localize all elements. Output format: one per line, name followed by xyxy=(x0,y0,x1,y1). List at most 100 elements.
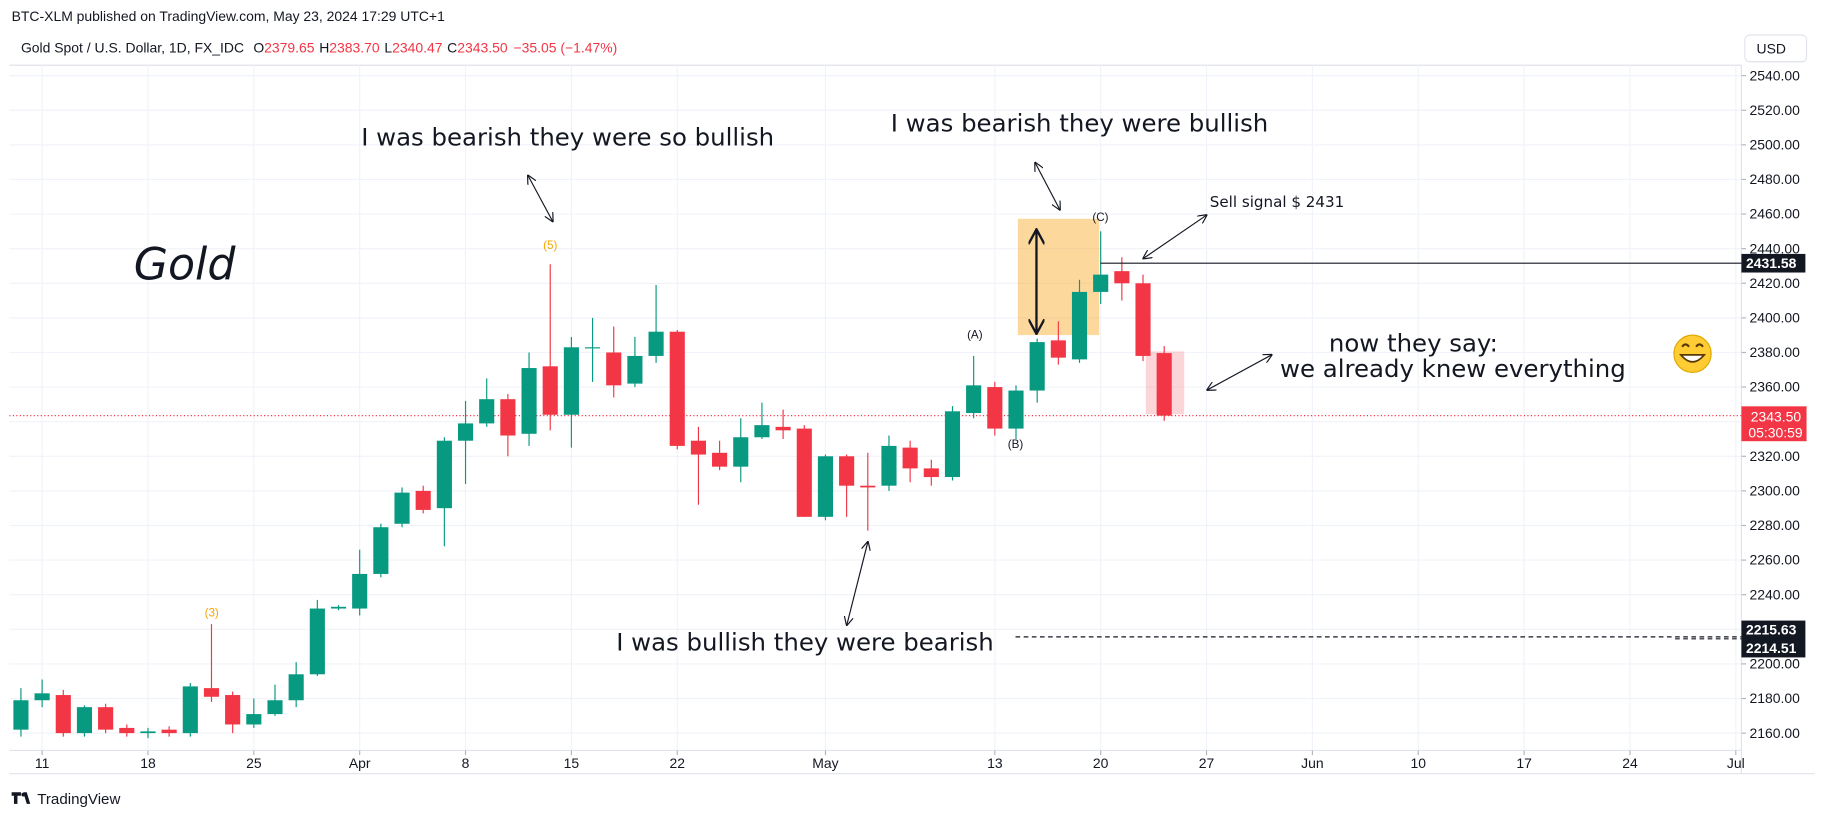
candle-body xyxy=(839,456,855,486)
annotation: now they say: xyxy=(1329,328,1498,357)
ohlc-value: 2340.47 xyxy=(392,39,443,55)
candle-body xyxy=(98,707,114,730)
x-tick-label: 11 xyxy=(35,755,50,771)
candle-body xyxy=(860,485,876,488)
candle-body xyxy=(457,423,474,441)
annotation: I was bullish they were bearish xyxy=(616,627,994,656)
candle-body xyxy=(944,411,961,478)
candle-body xyxy=(1050,340,1066,358)
arrow xyxy=(1207,355,1271,390)
ohlc-value: 2379.65 xyxy=(264,39,315,55)
y-tick-label: 2540.00 xyxy=(1750,67,1801,83)
currency[interactable]: USD xyxy=(1757,41,1786,57)
currency-button[interactable] xyxy=(1744,34,1808,63)
x-tick-label: 10 xyxy=(1410,755,1426,771)
x-tick-label: 8 xyxy=(462,755,470,771)
candle-body xyxy=(394,492,410,524)
candle-body xyxy=(648,331,664,356)
change: −35.05 (−1.47%) xyxy=(513,39,617,55)
x-tick-label: 20 xyxy=(1093,755,1109,771)
candle-body xyxy=(500,399,516,436)
candle-body xyxy=(542,366,558,415)
x-tick-label: 22 xyxy=(669,755,685,771)
brand: TradingView xyxy=(37,791,120,808)
candle-body xyxy=(415,490,431,510)
annotation: I was bearish they were so bullish xyxy=(361,123,774,152)
arrow xyxy=(847,542,868,625)
candle-body xyxy=(881,445,897,486)
candle-body xyxy=(352,573,368,609)
candle-body xyxy=(479,399,495,424)
last-price-box xyxy=(1741,406,1807,442)
candle-body xyxy=(817,456,834,517)
y-tick-label: 2480.00 xyxy=(1750,171,1801,187)
symbol: Gold Spot / U.S. Dollar, 1D, FX_IDC xyxy=(21,39,244,55)
candle-body xyxy=(902,447,918,469)
wave-label: (3) xyxy=(205,607,219,620)
y-tick-label: 2500.00 xyxy=(1750,136,1801,152)
x-tick-label: 25 xyxy=(246,755,262,771)
price-label-box xyxy=(1741,638,1806,658)
y-tick-label: 2420.00 xyxy=(1750,275,1801,291)
candle-body xyxy=(712,452,728,467)
candle-body xyxy=(34,693,50,701)
price-label: 2215.63 xyxy=(1746,622,1797,638)
candle-body xyxy=(1135,283,1151,356)
published-line: BTC-XLM published on TradingView.com, Ma… xyxy=(12,8,445,24)
wave-label: (5) xyxy=(543,239,557,252)
x-tick-label: Jul xyxy=(1727,755,1745,771)
y-tick-label: 2200.00 xyxy=(1750,656,1801,672)
candle-body xyxy=(754,425,770,438)
x-tick-label: 17 xyxy=(1516,755,1532,771)
candle-body xyxy=(119,727,135,734)
brand-logo xyxy=(11,792,31,804)
candle-body xyxy=(76,707,93,734)
x-tick-label: 24 xyxy=(1622,755,1638,771)
y-tick-label: 2180.00 xyxy=(1750,690,1801,706)
ohlc-value: 2383.70 xyxy=(329,39,380,55)
wave-label: (A) xyxy=(967,329,983,342)
x-tick-label: Jun xyxy=(1301,755,1323,771)
candle-body xyxy=(1093,274,1109,292)
candle-body xyxy=(330,606,347,609)
x-tick-label: 13 xyxy=(987,755,1003,771)
candle-body xyxy=(309,608,325,675)
annotation: I was bearish they were bullish xyxy=(891,109,1269,138)
candle-body xyxy=(267,700,283,715)
wave-label: (B) xyxy=(1008,438,1024,451)
price-label-box xyxy=(1741,253,1806,273)
arrow xyxy=(528,176,552,221)
emoji-face xyxy=(1673,334,1712,373)
y-tick-label: 2440.00 xyxy=(1750,240,1801,256)
y-tick-label: 2280.00 xyxy=(1750,517,1801,533)
overlay: (3) (5) (A) (B) (C) Gold I was bearish they we… xyxy=(134,109,1742,656)
x-tick-label: 27 xyxy=(1199,755,1215,771)
candle-body xyxy=(606,352,622,386)
ohlc-key: C xyxy=(447,39,457,55)
candle-body xyxy=(775,426,791,431)
y-tick-label: 2520.00 xyxy=(1750,102,1801,118)
y-tick-label: 2300.00 xyxy=(1750,483,1801,499)
x-tick-label: Apr xyxy=(349,755,371,771)
x-tick-label: 18 xyxy=(140,755,156,771)
candle-body xyxy=(733,437,749,467)
annotation: we already knew everything xyxy=(1280,354,1626,383)
y-tick-label: 2380.00 xyxy=(1750,344,1801,360)
candle-body xyxy=(1071,291,1088,360)
arrow xyxy=(1035,163,1059,210)
candle-body xyxy=(987,387,1003,429)
candle-body xyxy=(585,347,601,349)
x-tick-label: May xyxy=(812,755,838,771)
ohlc: O2379.65 H2383.70 L2340.47 C2343.50 −35.05 (… xyxy=(253,39,617,55)
candle-body xyxy=(1114,271,1130,284)
price-label: 2431.58 xyxy=(1746,255,1797,271)
y-tick-label: 2460.00 xyxy=(1750,206,1801,222)
candle-body xyxy=(966,385,982,414)
ohlc-value: 2343.50 xyxy=(457,39,508,55)
candle-body xyxy=(690,440,706,455)
y-tick-label: 2400.00 xyxy=(1750,310,1801,326)
candle-body xyxy=(1029,342,1045,391)
candle-body xyxy=(1008,390,1024,429)
countdown: 05:30:59 xyxy=(1748,425,1803,441)
